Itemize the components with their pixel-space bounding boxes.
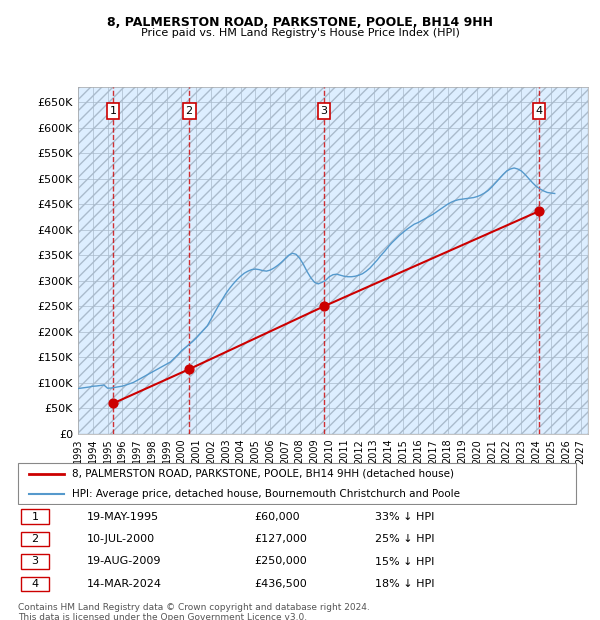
- Text: Price paid vs. HM Land Registry's House Price Index (HPI): Price paid vs. HM Land Registry's House …: [140, 28, 460, 38]
- Text: 10-JUL-2000: 10-JUL-2000: [87, 534, 155, 544]
- Text: 1: 1: [110, 106, 116, 116]
- Text: 14-MAR-2024: 14-MAR-2024: [87, 579, 162, 589]
- Text: £436,500: £436,500: [254, 579, 307, 589]
- Text: 4: 4: [536, 106, 542, 116]
- Text: 15% ↓ HPI: 15% ↓ HPI: [375, 557, 434, 567]
- Text: 1: 1: [32, 512, 38, 521]
- Text: 8, PALMERSTON ROAD, PARKSTONE, POOLE, BH14 9HH: 8, PALMERSTON ROAD, PARKSTONE, POOLE, BH…: [107, 16, 493, 29]
- FancyBboxPatch shape: [20, 577, 49, 591]
- Text: 3: 3: [32, 557, 38, 567]
- Point: [534, 206, 544, 216]
- Text: 8, PALMERSTON ROAD, PARKSTONE, POOLE, BH14 9HH (detached house): 8, PALMERSTON ROAD, PARKSTONE, POOLE, BH…: [73, 469, 454, 479]
- FancyBboxPatch shape: [20, 554, 49, 569]
- Text: 19-AUG-2009: 19-AUG-2009: [87, 557, 161, 567]
- Text: 2: 2: [31, 534, 38, 544]
- Text: Contains HM Land Registry data © Crown copyright and database right 2024.
This d: Contains HM Land Registry data © Crown c…: [18, 603, 370, 620]
- Point: [319, 301, 329, 311]
- Point: [109, 399, 118, 409]
- FancyBboxPatch shape: [20, 510, 49, 524]
- Text: 25% ↓ HPI: 25% ↓ HPI: [375, 534, 434, 544]
- Text: HPI: Average price, detached house, Bournemouth Christchurch and Poole: HPI: Average price, detached house, Bour…: [73, 489, 460, 498]
- Text: £60,000: £60,000: [254, 512, 299, 521]
- FancyBboxPatch shape: [20, 532, 49, 546]
- Text: 4: 4: [31, 579, 38, 589]
- Text: 2: 2: [185, 106, 193, 116]
- Point: [184, 364, 194, 374]
- Text: 18% ↓ HPI: 18% ↓ HPI: [375, 579, 434, 589]
- Text: 33% ↓ HPI: 33% ↓ HPI: [375, 512, 434, 521]
- Text: 19-MAY-1995: 19-MAY-1995: [87, 512, 159, 521]
- Text: 3: 3: [320, 106, 328, 116]
- FancyBboxPatch shape: [18, 463, 577, 505]
- Text: £127,000: £127,000: [254, 534, 307, 544]
- Text: £250,000: £250,000: [254, 557, 307, 567]
